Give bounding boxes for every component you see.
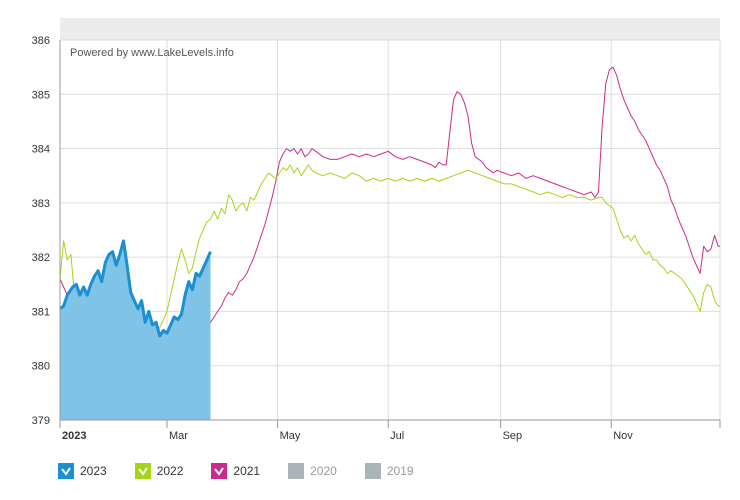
x-tick-label: Jul bbox=[390, 430, 404, 442]
watermark-text: Powered by www.LakeLevels.info bbox=[70, 47, 234, 59]
x-tick-label: Nov bbox=[613, 430, 633, 442]
x-tick-label: 2023 bbox=[62, 430, 86, 442]
y-tick-label: 381 bbox=[32, 306, 50, 318]
chart-header-bar bbox=[60, 18, 720, 40]
x-tick-label: Sep bbox=[503, 430, 523, 442]
legend-item-2019[interactable]: 2019 bbox=[364, 463, 414, 479]
series-group bbox=[59, 66, 720, 420]
y-tick-label: 382 bbox=[32, 252, 50, 264]
legend-item-2021[interactable]: 2021 bbox=[211, 463, 260, 479]
series-2023-line bbox=[59, 239, 212, 338]
legend-item-2020[interactable]: 2020 bbox=[288, 463, 337, 479]
checkbox-unchecked-icon bbox=[288, 463, 305, 479]
legend-label: 2021 bbox=[233, 464, 261, 478]
y-tick-label: 380 bbox=[32, 361, 50, 373]
legend-label: 2019 bbox=[386, 464, 414, 478]
legend-item-2022[interactable]: 2022 bbox=[134, 463, 184, 479]
legend: 2023 2022 2021 2020 2019 bbox=[58, 461, 442, 481]
y-tick-label: 386 bbox=[32, 35, 50, 47]
x-tick-label: Mar bbox=[169, 430, 188, 442]
legend-item-2023[interactable]: 2023 bbox=[58, 463, 107, 479]
checkbox-checked-icon bbox=[211, 463, 228, 479]
x-tick-label: May bbox=[280, 430, 301, 442]
series-2023-area bbox=[60, 240, 211, 420]
checkbox-checked-icon bbox=[134, 463, 151, 479]
legend-label: 2023 bbox=[80, 464, 107, 478]
y-tick-label: 379 bbox=[32, 415, 50, 427]
legend-label: 2020 bbox=[310, 464, 337, 478]
legend-label: 2022 bbox=[156, 464, 184, 478]
checkbox-checked-icon bbox=[58, 463, 74, 479]
y-tick-label: 384 bbox=[32, 144, 50, 156]
y-tick-label: 383 bbox=[32, 198, 50, 210]
checkbox-unchecked-icon bbox=[364, 463, 381, 479]
y-tick-label: 385 bbox=[32, 89, 50, 101]
series-2022-line bbox=[59, 164, 720, 345]
axes: 379 380 381 382 383 384 385 386 2023 Mar May Jul Sep… bbox=[32, 35, 721, 442]
